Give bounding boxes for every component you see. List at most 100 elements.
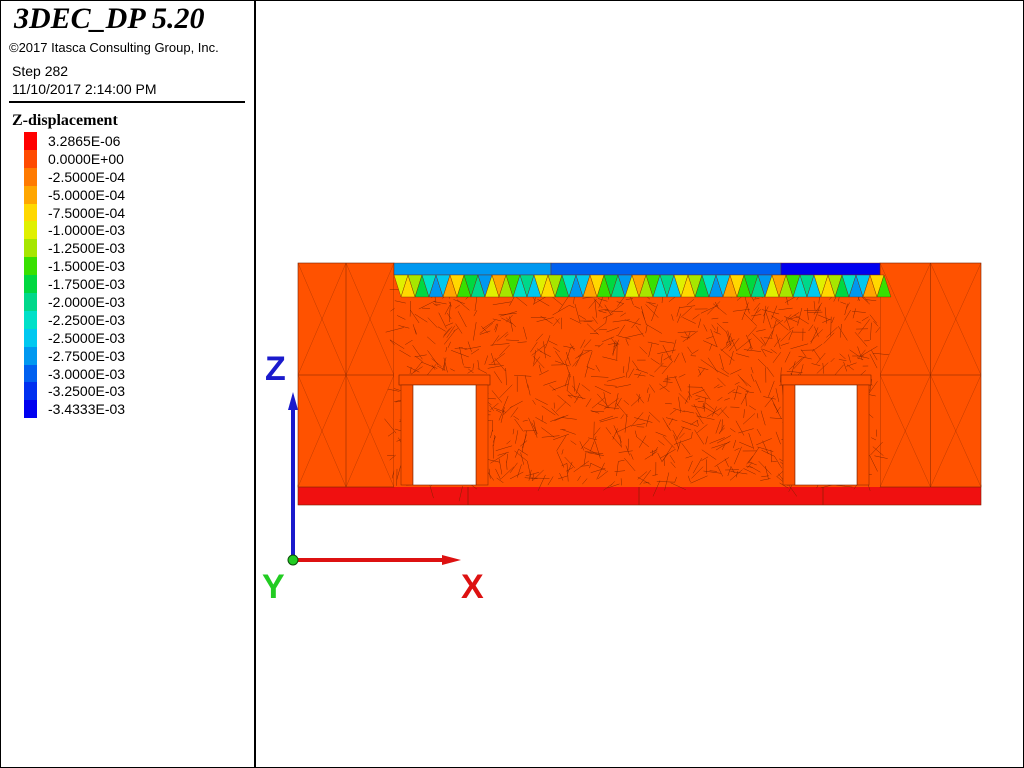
mesh-edge <box>492 318 502 322</box>
mesh-edge <box>696 420 699 426</box>
mesh-edge <box>586 351 593 368</box>
mesh-edge <box>490 403 499 410</box>
mesh-edge <box>670 461 676 468</box>
mesh-edge <box>691 466 704 479</box>
mesh-edge <box>575 349 584 367</box>
left-end-block-diagonal <box>345 374 395 488</box>
mesh-edge <box>704 397 706 409</box>
mesh-edge <box>443 357 448 373</box>
mesh-edge <box>822 362 825 374</box>
model-view[interactable]: Z Y X <box>258 0 1024 768</box>
mesh-edge <box>564 456 575 469</box>
left-end-block-diagonal <box>297 374 347 488</box>
mesh-edge <box>612 339 620 355</box>
mesh-edge <box>444 304 451 315</box>
mesh-edge <box>491 353 505 364</box>
mesh-edge <box>852 310 866 313</box>
mesh-edge <box>655 431 667 437</box>
mesh-edge <box>548 340 558 346</box>
mesh-edge <box>760 343 766 348</box>
mesh-edge <box>660 353 663 365</box>
mesh-edge <box>678 393 689 403</box>
mesh-edge <box>590 462 607 471</box>
mesh-edge <box>774 338 781 348</box>
mesh-edge <box>831 316 835 324</box>
mesh-edge <box>427 336 436 345</box>
mesh-edge <box>604 310 624 313</box>
top-strip-block <box>780 262 881 276</box>
left-end-block-diagonal <box>297 262 347 376</box>
mesh-edge <box>713 303 727 315</box>
mesh-edge <box>786 296 789 306</box>
mesh-edge <box>720 409 730 419</box>
mesh-edge <box>387 388 400 392</box>
mesh-edge <box>454 347 463 349</box>
mesh-edge <box>516 464 522 478</box>
mesh-edge <box>743 312 757 326</box>
mesh-edge <box>492 436 496 443</box>
mesh-edge <box>750 367 754 374</box>
z-axis-arrowhead <box>288 392 298 410</box>
mesh-edge <box>584 451 604 454</box>
mesh-edge <box>854 332 868 347</box>
mesh-edge <box>687 346 692 354</box>
mesh-edge <box>701 456 709 461</box>
mesh-edge <box>520 440 528 447</box>
mesh-edge <box>623 400 630 405</box>
mesh-edge <box>751 307 760 321</box>
legend-swatch <box>24 293 37 311</box>
mesh-edge <box>501 317 513 324</box>
mesh-edge <box>496 331 508 342</box>
mesh-edge <box>839 353 846 360</box>
mesh-edge <box>836 484 853 488</box>
mesh-edge <box>590 410 600 414</box>
mesh-edge <box>574 303 581 322</box>
legend-swatch <box>24 167 37 186</box>
mesh-edge <box>613 425 622 443</box>
mesh-edge <box>543 380 557 386</box>
mesh-edge <box>729 469 743 481</box>
mesh-edge <box>552 383 569 391</box>
mesh-edge <box>558 475 569 480</box>
mesh-edge <box>697 368 705 377</box>
mesh-edge <box>505 367 507 386</box>
mesh-edge <box>681 426 692 431</box>
mesh-edge <box>646 387 649 393</box>
mesh-edge <box>637 476 651 485</box>
mesh-edge <box>641 311 647 325</box>
mesh-edge <box>625 333 644 338</box>
model-canvas[interactable]: Z Y X <box>258 0 1024 768</box>
mesh-edge <box>541 405 556 416</box>
mesh-edge <box>763 305 767 324</box>
mesh-edge <box>589 463 592 469</box>
legend-swatch <box>24 400 37 419</box>
mesh-edge <box>665 417 678 421</box>
legend-swatch <box>24 364 37 383</box>
mesh-edge <box>573 460 590 473</box>
mesh-edge <box>871 437 877 441</box>
mesh-edge <box>684 395 690 404</box>
mesh-edge <box>790 361 796 378</box>
mesh-edge <box>701 386 711 400</box>
mesh-edge <box>750 374 755 382</box>
y-axis-label: Y <box>262 568 285 606</box>
mesh-edge <box>797 307 803 326</box>
mesh-edge <box>649 449 658 454</box>
mesh-edge <box>713 331 721 335</box>
mesh-edge <box>562 417 577 420</box>
mesh-edge <box>648 411 661 423</box>
mesh-edge <box>756 413 759 419</box>
mesh-edge <box>432 303 438 307</box>
right-end-block-diagonal <box>930 262 982 376</box>
mesh-edge <box>709 343 713 351</box>
mesh-edge <box>748 433 755 450</box>
legend-value: -2.2500E-03 <box>48 311 126 328</box>
mesh-edge <box>631 412 644 427</box>
mesh-edge <box>872 446 884 456</box>
mesh-edge <box>736 471 738 478</box>
mesh-edge <box>583 452 587 466</box>
mesh-edge <box>591 397 606 409</box>
mesh-edge <box>524 375 529 389</box>
mesh-edge <box>756 309 762 314</box>
mesh-edge <box>611 435 622 447</box>
